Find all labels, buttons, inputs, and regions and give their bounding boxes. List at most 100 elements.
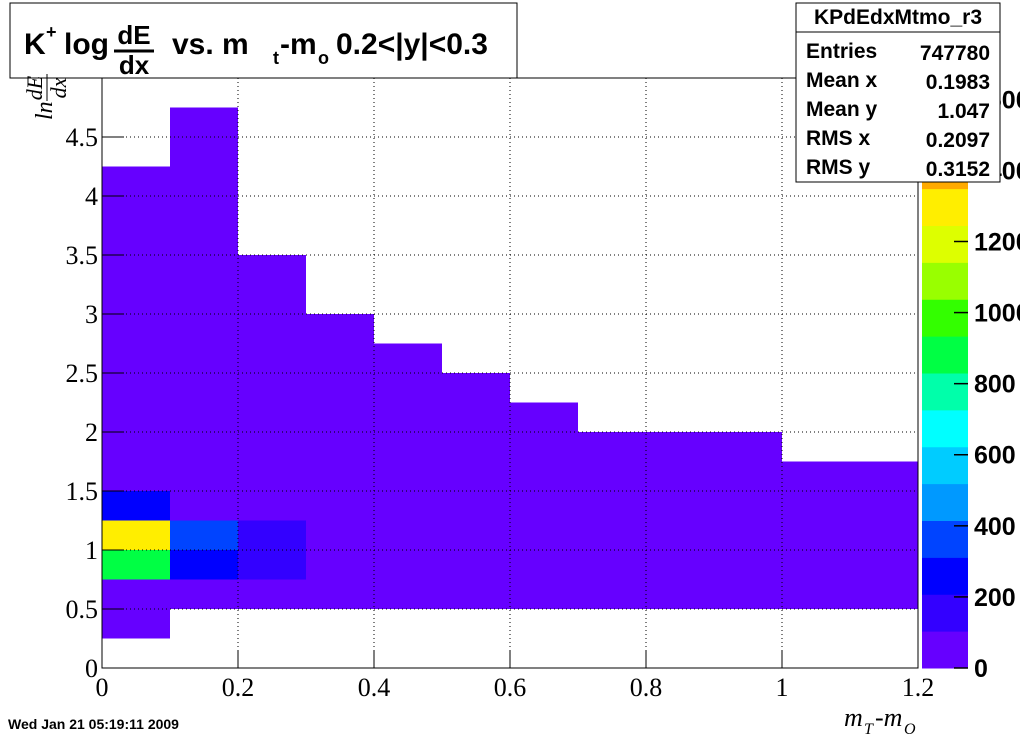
palette-band xyxy=(922,409,968,448)
heatmap-cell xyxy=(306,373,374,403)
heatmap-cell xyxy=(238,314,306,344)
heatmap-cell xyxy=(714,432,782,462)
heatmap-cell xyxy=(578,491,646,521)
x-label-part: m xyxy=(844,703,863,732)
heatmap-cell xyxy=(442,579,510,609)
heatmap-cell xyxy=(374,373,442,403)
heatmap-cell xyxy=(442,402,510,432)
palette-band xyxy=(922,188,968,226)
heatmap-cell xyxy=(102,343,170,373)
heatmap-cell xyxy=(510,579,578,609)
timestamp: Wed Jan 21 05:19:11 2009 xyxy=(8,716,179,732)
stats-title: KPdEdxMtmo_r3 xyxy=(814,6,982,29)
heatmap-cell xyxy=(442,461,510,491)
title: K + log dE dx vs. m t -m o 0.2<|y|<0.3 xyxy=(9,2,518,80)
heatmap-cell xyxy=(850,461,918,491)
heatmap-cell xyxy=(646,550,714,580)
heatmap-cell xyxy=(102,432,170,462)
stats-label: RMS x xyxy=(806,127,871,150)
heatmap-cell xyxy=(306,343,374,373)
palette-band xyxy=(922,483,968,521)
heatmap-cell xyxy=(510,402,578,432)
heatmap-cell xyxy=(170,402,238,432)
heatmap-cell xyxy=(374,402,442,432)
heatmap-cell xyxy=(510,491,578,521)
x-tick-label: 0.2 xyxy=(222,673,255,702)
heatmap-cell xyxy=(238,284,306,314)
heatmap-cell xyxy=(170,284,238,314)
heatmap-cell xyxy=(306,520,374,550)
y-label-part: dE xyxy=(22,75,47,100)
palette-band xyxy=(922,594,968,632)
heatmap-cell xyxy=(170,225,238,255)
heatmap-cell xyxy=(170,373,238,403)
z-tick-label: 200 xyxy=(974,584,1016,612)
palette-band xyxy=(922,631,968,669)
title-part: K xyxy=(24,28,46,61)
heatmap-cell xyxy=(374,491,442,521)
stats-value: 0.3152 xyxy=(926,158,990,181)
palette-band xyxy=(922,299,968,337)
x-tick-label: 1 xyxy=(776,673,789,702)
stats-value: 1.047 xyxy=(937,100,990,123)
heatmap-cell xyxy=(578,461,646,491)
heatmap-cell xyxy=(646,520,714,550)
heatmap-cell xyxy=(714,461,782,491)
heatmap-cell xyxy=(374,432,442,462)
z-tick-label: 800 xyxy=(974,371,1016,399)
x-tick-label: 0 xyxy=(96,673,109,702)
stats-label: RMS y xyxy=(806,156,871,179)
heatmap-cell xyxy=(714,550,782,580)
heatmap-cell xyxy=(238,491,306,521)
heatmap-cell xyxy=(510,550,578,580)
heatmap-cell xyxy=(442,373,510,403)
heatmap-cell xyxy=(646,491,714,521)
heatmap-cell xyxy=(510,520,578,550)
heatmap-cell xyxy=(306,491,374,521)
stats-value: 0.1983 xyxy=(926,71,990,94)
heatmap-cell xyxy=(170,314,238,344)
heatmap-cell xyxy=(238,520,306,550)
y-tick-label: 0.5 xyxy=(66,595,99,624)
heatmap-cell xyxy=(238,343,306,373)
x-tick-label: 0.4 xyxy=(358,673,391,702)
heatmap-cell xyxy=(646,432,714,462)
heatmap-cell xyxy=(170,343,238,373)
heatmap-cell xyxy=(782,550,850,580)
heatmap-cell xyxy=(170,550,238,580)
heatmap-cell xyxy=(238,579,306,609)
heatmap-cell xyxy=(102,550,170,580)
heatmap-cell xyxy=(170,255,238,285)
x-tick-label: 0.6 xyxy=(494,673,527,702)
stats-box: KPdEdxMtmo_r3 Entries 747780 Mean x 0.1983 M… xyxy=(795,2,1001,183)
heatmap-cell xyxy=(510,432,578,462)
x-tick-label: 1.2 xyxy=(902,673,935,702)
heatmap-cell xyxy=(306,432,374,462)
heatmap-cell xyxy=(782,579,850,609)
title-box xyxy=(9,2,518,79)
heatmap-cell xyxy=(442,432,510,462)
heatmap-cell xyxy=(170,520,238,550)
heatmap-cell xyxy=(442,491,510,521)
heatmap-cell xyxy=(238,550,306,580)
stats-label: Mean y xyxy=(806,98,878,121)
y-tick-label: 0 xyxy=(85,654,98,683)
heatmap-cell xyxy=(374,550,442,580)
y-tick-label: 1.5 xyxy=(66,477,99,506)
heatmap-cell xyxy=(578,520,646,550)
heatmap-cell xyxy=(306,550,374,580)
heatmap-cell xyxy=(170,166,238,196)
x-axis-title: m T -m O xyxy=(844,703,916,738)
heatmap-cell xyxy=(578,579,646,609)
palette-band xyxy=(922,225,968,263)
heatmap-cell xyxy=(170,491,238,521)
y-tick-label: 2 xyxy=(85,418,98,447)
heatmap-cell xyxy=(102,461,170,491)
heatmap-cell xyxy=(238,461,306,491)
heatmap-cell xyxy=(374,461,442,491)
heatmap-cell xyxy=(714,520,782,550)
y-tick-label: 3.5 xyxy=(66,241,99,270)
heatmap-cell xyxy=(102,579,170,609)
